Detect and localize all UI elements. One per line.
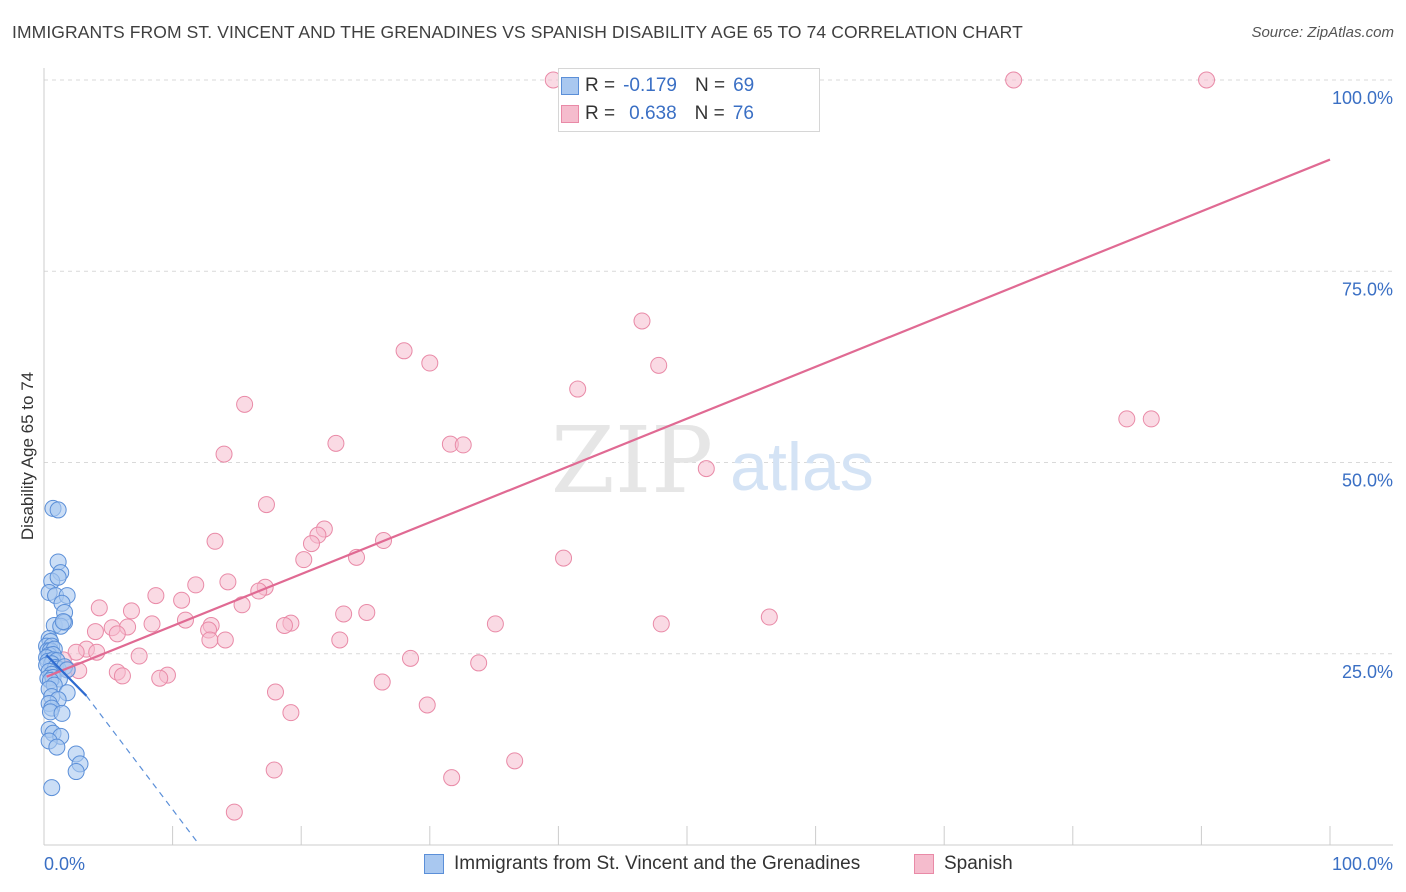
spanish-point-72	[506, 752, 524, 770]
spanish-point-54	[67, 643, 85, 661]
spanish-point-25	[555, 549, 573, 567]
y-tick-label-3: 25.0%	[1342, 662, 1393, 682]
bottom-legend-spanish: Spanish	[914, 852, 1013, 876]
spanish-point-16	[697, 460, 715, 478]
spanish-point-26	[219, 573, 237, 591]
bottom-legend-immigrants: Immigrants from St. Vincent and the Gren…	[424, 852, 860, 876]
immigrants-point-56	[67, 763, 85, 781]
spanish-point-17	[257, 496, 275, 514]
spanish-point-51	[331, 631, 349, 649]
spanish-point-2	[1005, 71, 1023, 89]
legend-n-label: N =	[694, 75, 726, 96]
source-label: Source: ZipAtlas.com	[1251, 24, 1394, 41]
spanish-point-27	[187, 576, 205, 594]
bottom-legend-swatch-pink	[914, 854, 934, 874]
spanish-point-20	[302, 535, 320, 553]
legend-row-immigrants: R = -0.179 N = 69	[561, 73, 755, 99]
spanish-point-30	[147, 587, 165, 605]
spanish-point-33	[90, 599, 108, 617]
spanish-point-7	[650, 356, 668, 374]
y-axis-label: Disability Age 65 to 74	[18, 371, 37, 541]
spanish-point-35	[335, 605, 353, 623]
spanish-point-66	[373, 673, 391, 691]
spanish-point-36	[358, 603, 376, 621]
legend-r-value: 0.638	[629, 103, 677, 124]
spanish-point-73	[225, 803, 243, 821]
legend-n-value: 69	[733, 75, 755, 96]
y-tick-label-0: 100.0%	[1332, 88, 1393, 108]
spanish-point-34	[122, 602, 140, 620]
spanish-point-69	[282, 704, 300, 722]
spanish-point-14	[454, 436, 472, 454]
spanish-point-11	[1142, 410, 1160, 428]
series-immigrants	[38, 499, 89, 797]
immigrants-point-5	[49, 568, 67, 586]
immigrants-trend-extension	[85, 695, 199, 844]
spanish-point-9	[236, 395, 254, 413]
spanish-point-5	[395, 342, 413, 360]
spanish-trend-line	[46, 158, 1331, 678]
spanish-point-65	[151, 669, 169, 687]
spanish-point-23	[295, 551, 313, 569]
legend-r-value: -0.179	[623, 75, 677, 96]
spanish-point-49	[108, 625, 126, 643]
legend-n-value: 76	[732, 103, 754, 124]
bottom-legend-swatch-blue	[424, 854, 444, 874]
tick-labels: 100.0% 75.0% 50.0% 25.0% 0.0% 100.0%	[44, 88, 1393, 874]
legend-swatch-pink	[561, 105, 579, 123]
spanish-point-52	[216, 631, 234, 649]
spanish-point-63	[113, 667, 131, 685]
spanish-point-4	[633, 312, 651, 330]
immigrants-point-14	[54, 613, 72, 631]
spanish-point-40	[275, 616, 293, 634]
y-tick-label-1: 75.0%	[1342, 279, 1393, 299]
watermark: ZIP atlas	[551, 407, 874, 514]
x-tick-label-1: 100.0%	[1332, 854, 1393, 874]
spanish-point-39	[143, 615, 161, 633]
legend-r-label: R =	[585, 75, 616, 96]
grid-lines	[44, 79, 1393, 655]
immigrants-trend-line	[45, 654, 88, 697]
immigrants-point-1	[49, 501, 67, 519]
spanish-point-21	[206, 532, 224, 550]
legend-r-label: R =	[585, 103, 616, 124]
spanish-point-56	[130, 647, 148, 665]
bottom-legend-label-immigrants: Immigrants from St. Vincent and the Gren…	[454, 853, 861, 874]
legend-swatch-blue	[561, 77, 579, 95]
spanish-point-6	[421, 354, 439, 372]
axes	[43, 68, 1393, 846]
spanish-point-47	[86, 623, 104, 641]
chart-title: IMMIGRANTS FROM ST. VINCENT AND THE GREN…	[12, 22, 1023, 42]
bottom-legend-label-spanish: Spanish	[944, 853, 1013, 874]
spanish-point-46	[760, 608, 778, 626]
spanish-point-50	[201, 631, 219, 649]
spanish-point-67	[266, 683, 284, 701]
spanish-point-44	[486, 615, 504, 633]
y-tick-label-2: 50.0%	[1342, 471, 1393, 491]
stats-legend: R = -0.179 N = 69 R = 0.638 N = 76	[558, 68, 820, 132]
spanish-point-70	[265, 761, 283, 779]
legend-n-label: N =	[694, 103, 725, 124]
trend-lines	[45, 158, 1331, 844]
spanish-point-45	[652, 615, 670, 633]
spanish-point-31	[173, 591, 191, 609]
spanish-point-15	[215, 445, 233, 463]
spanish-point-59	[470, 654, 488, 672]
spanish-point-68	[418, 696, 436, 714]
spanish-point-3	[1198, 71, 1216, 89]
immigrants-point-53	[48, 738, 66, 756]
immigrants-point-48	[53, 704, 71, 722]
spanish-point-8	[569, 380, 587, 398]
spanish-point-10	[1118, 410, 1136, 428]
watermark-zip: ZIP	[551, 407, 713, 514]
legend-row-spanish: R = 0.638 N = 76	[561, 101, 754, 127]
immigrants-point-57	[43, 779, 61, 797]
spanish-point-12	[327, 434, 345, 452]
x-tick-label-0: 0.0%	[44, 854, 85, 874]
watermark-atlas: atlas	[730, 429, 874, 505]
spanish-point-71	[443, 769, 461, 787]
spanish-point-58	[402, 649, 420, 667]
